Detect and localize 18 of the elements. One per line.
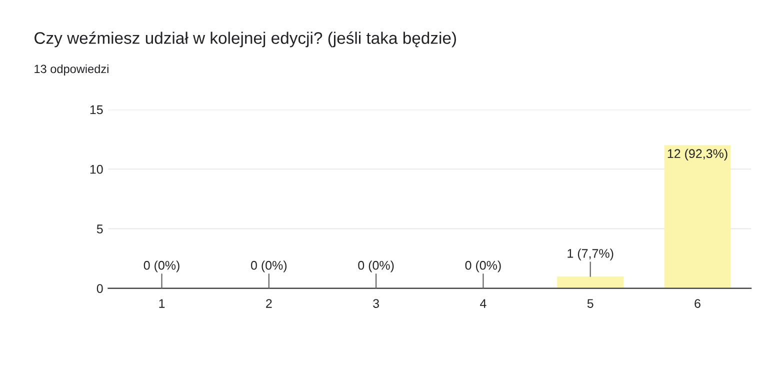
x-tick-label: 4 bbox=[480, 299, 486, 308]
data-label: 0 (0%) bbox=[144, 260, 180, 272]
x-tick-label: 6 bbox=[694, 299, 700, 308]
chart-title: Czy weźmiesz udział w kolejnej edycji? (jeśli taka będzie) bbox=[34, 32, 456, 48]
x-tick-label: 5 bbox=[587, 299, 594, 308]
y-tick-label: 0 bbox=[96, 284, 103, 293]
x-tick-label: 3 bbox=[373, 299, 379, 308]
data-label: 0 (0%) bbox=[465, 260, 501, 272]
y-tick-label: 5 bbox=[96, 224, 103, 234]
data-label: 1 (7,7%) bbox=[568, 248, 614, 260]
y-tick-label: 15 bbox=[90, 105, 103, 114]
x-tick-label: 2 bbox=[266, 299, 272, 308]
chart-subtitle: 13 odpowiedzi bbox=[34, 64, 108, 76]
data-label: 12 (92,3%) bbox=[668, 148, 728, 160]
y-tick-label: 10 bbox=[90, 164, 103, 174]
x-tick-label: 1 bbox=[159, 299, 165, 308]
data-label: 0 (0%) bbox=[250, 260, 287, 272]
data-label: 0 (0%) bbox=[358, 260, 394, 272]
